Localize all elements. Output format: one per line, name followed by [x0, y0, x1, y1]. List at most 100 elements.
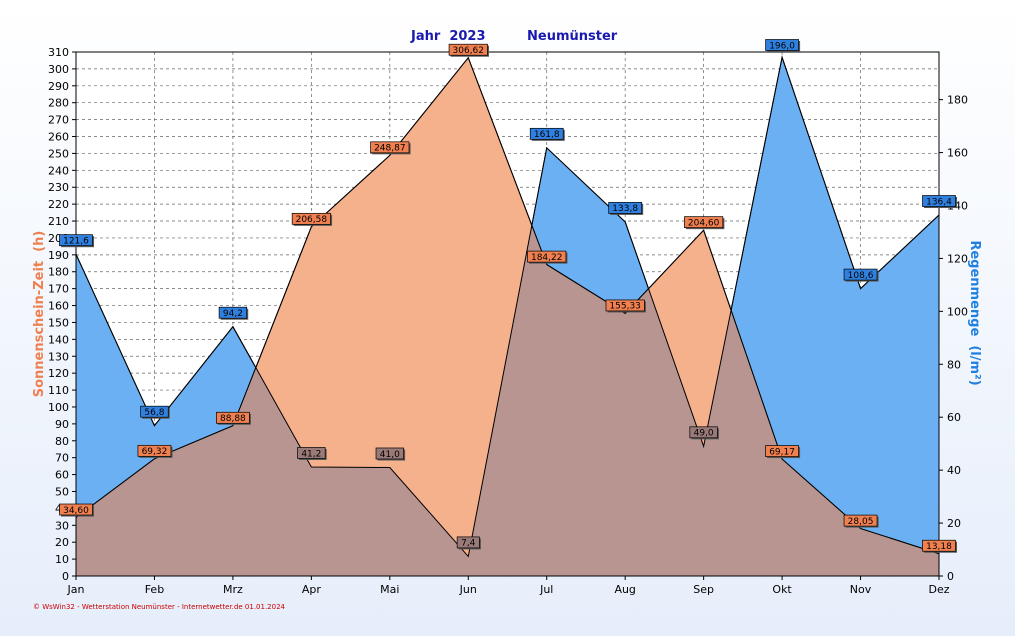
x-tick-label: Mrz	[223, 583, 243, 596]
sunshine-data-label: 206,58	[296, 215, 328, 225]
rain-data-label: 41,2	[301, 449, 321, 459]
sunshine-data-label: 13,18	[926, 542, 952, 552]
rain-data-label: 108,6	[848, 271, 874, 281]
x-tick-label: Mai	[380, 583, 399, 596]
rain-data-label-group: 108,6	[843, 268, 879, 282]
left-tick-label: 120	[48, 367, 69, 380]
left-tick-label: 260	[48, 131, 69, 144]
sunshine-data-label: 248,87	[374, 144, 406, 154]
left-tick-label: 70	[55, 452, 69, 465]
rain-data-label: 41,0	[380, 450, 400, 460]
sunshine-data-label: 69,17	[769, 447, 795, 457]
sunshine-data-label: 28,05	[848, 517, 874, 527]
sunshine-data-label-group: 184,22	[527, 250, 568, 264]
rain-data-label-box	[59, 234, 93, 247]
sunshine-data-label-box	[765, 445, 799, 457]
rain-data-label: 94,2	[223, 309, 243, 319]
rain-data-label-group: 56,8	[140, 405, 170, 419]
sunshine-data-label-box	[684, 216, 724, 229]
left-tick-label: 290	[48, 80, 69, 93]
right-tick-label: 20	[947, 517, 961, 530]
x-tick-label: Jul	[539, 583, 553, 596]
x-tick-label: Apr	[302, 583, 322, 596]
rain-data-label-box	[608, 202, 643, 214]
x-tick-label: Jun	[459, 583, 477, 596]
sunshine-data-label-group: 206,58	[291, 212, 333, 226]
left-tick-label: 250	[48, 147, 69, 160]
rain-data-label: 196,0	[769, 41, 795, 51]
left-tick-label: 140	[48, 333, 69, 346]
sunshine-data-label-box	[137, 444, 172, 457]
sunshine-data-label: 88,88	[220, 414, 246, 424]
right-tick-label: 80	[947, 358, 961, 371]
overlap-area	[76, 57, 939, 576]
rain-data-label-group: 41,2	[297, 447, 327, 460]
rain-data-label-group: 94,2	[218, 306, 249, 320]
rain-data-label: 7,4	[461, 539, 476, 549]
sunshine-data-label-group: 34,60	[59, 503, 94, 517]
sunshine-data-label-box	[605, 299, 645, 312]
sunshine-data-label-group: 248,87	[370, 141, 411, 155]
sunshine-data-label-box	[291, 212, 331, 225]
x-tick-label: Sep	[693, 583, 714, 596]
sunshine-data-label-box	[922, 539, 956, 552]
left-tick-label: 220	[48, 198, 69, 211]
x-tick-label: Nov	[850, 583, 872, 596]
left-tick-label: 230	[48, 181, 69, 194]
rain-data-label-box	[218, 306, 248, 319]
rain-data-label-group: 7,4	[456, 536, 481, 550]
left-tick-label: 30	[55, 519, 69, 532]
left-tick-label: 240	[48, 164, 69, 177]
sunshine-data-label-group: 69,17	[765, 445, 801, 459]
x-tick-label: Jan	[67, 583, 85, 596]
x-axis: Jan Feb Mrz Apr Mai Jun Jul Aug Sep Okt Nov Dez	[67, 576, 950, 596]
footer-text: © WsWin32 - Wetterstation Neumünster - I…	[33, 603, 286, 611]
sunshine-data-label-box	[59, 503, 93, 516]
rain-data-label-box	[140, 405, 169, 418]
right-tick-label: 180	[947, 94, 968, 107]
y-axis-right-label: Regenmenge (l/m²)	[967, 240, 982, 385]
rain-data-label: 56,8	[144, 408, 164, 418]
rain-data-label-box	[922, 195, 956, 207]
sunshine-data-label: 184,22	[531, 253, 563, 263]
left-tick-label: 60	[55, 469, 69, 482]
left-tick-label: 10	[55, 553, 69, 566]
left-tick-label: 160	[48, 300, 69, 313]
rain-data-label-box	[375, 447, 404, 460]
rain-data-label-box	[529, 127, 564, 140]
rain-data-label-group: 196,0	[765, 39, 801, 52]
sunshine-data-label-box	[843, 514, 878, 527]
sunshine-data-label-group: 88,88	[216, 411, 251, 425]
rain-line	[75, 55, 940, 558]
sunshine-data-label-group: 69,32	[137, 444, 173, 458]
rain-data-label: 161,8	[534, 130, 560, 140]
left-tick-label: 280	[48, 97, 69, 110]
rain-data-label-group: 41,0	[375, 447, 406, 461]
left-tick-label: 150	[48, 316, 69, 329]
rain-data-label-box	[765, 39, 799, 51]
left-axis: 0102030405060708090100110120130140150160…	[48, 46, 76, 583]
right-tick-label: 100	[947, 305, 968, 318]
left-tick-label: 110	[48, 384, 69, 397]
rain-data-label-box	[689, 426, 718, 439]
y-axis-left-label: Sonnenschein-Zeit (h)	[32, 231, 47, 398]
left-tick-label: 20	[55, 536, 69, 549]
left-tick-label: 90	[55, 418, 69, 431]
left-tick-label: 130	[48, 350, 69, 363]
rain-data-label-box	[456, 536, 480, 549]
sunshine-data-label: 204,60	[688, 218, 720, 228]
x-tick-label: Okt	[772, 583, 792, 596]
sunshine-data-label-box	[448, 43, 488, 56]
data-labels: 34,60 69,32 88,88 206,58 248,87 306,62 184,22 1…	[59, 39, 957, 553]
sunshine-line	[75, 56, 940, 555]
chart-title-station: Neumünster	[527, 29, 618, 44]
left-tick-label: 270	[48, 114, 69, 127]
sunshine-data-label-group: 13,18	[922, 539, 957, 553]
right-tick-label: 120	[947, 252, 968, 265]
sunshine-data-label-group: 28,05	[843, 514, 879, 528]
left-tick-label: 0	[62, 570, 69, 583]
x-tick-label: Feb	[145, 583, 164, 596]
left-tick-label: 210	[48, 215, 69, 228]
sunshine-data-label-box	[370, 141, 410, 154]
